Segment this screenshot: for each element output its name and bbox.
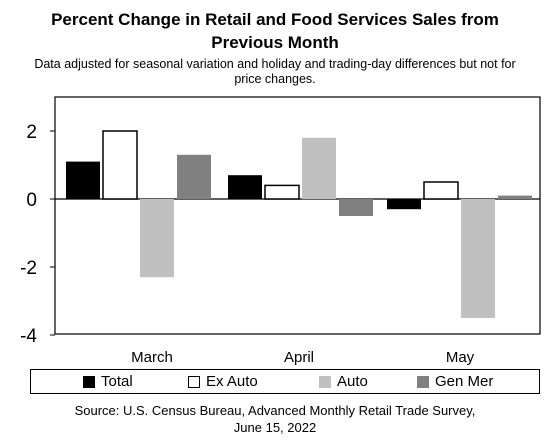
y-tick-label: 2 [26,122,37,143]
chart-subtitle-line1: Data adjusted for seasonal variation and… [34,57,516,71]
legend-swatch [417,375,429,388]
bar-total-april [228,175,262,199]
x-tick-label: March [131,349,173,366]
bar-total-march [66,161,100,199]
bar-ex-auto-april [264,184,300,200]
bar-ex-auto-may [423,181,459,200]
legend-swatch [319,375,331,388]
source-line2: June 15, 2022 [233,420,317,435]
chart-legend: Total Ex Auto Auto Gen Mer [30,369,540,394]
legend-label: Gen Mer [435,373,494,390]
plot-area [54,96,541,335]
legend-swatch [83,375,95,388]
chart-subtitle-line2: price changes. [234,72,316,86]
legend-item: Total [83,373,133,390]
legend-item: Gen Mer [417,373,493,390]
bar-chart: 2 0 -2 -4 March April May [20,96,541,366]
legend-label: Auto [337,373,368,390]
bar-total-may [387,199,421,210]
legend-item: Ex Auto [188,373,258,390]
bar-auto-may [461,199,495,318]
x-tick-label: April [284,349,314,366]
chart-subtitle: Data adjusted for seasonal variation and… [0,57,550,87]
y-tick-label: -4 [20,326,37,347]
legend-swatch [188,375,200,388]
bar-auto-april [302,137,336,199]
y-tick-label: -2 [20,258,37,279]
legend-item: Auto [319,373,368,390]
chart-title-line2: Previous Month [211,33,339,52]
source-note: Source: U.S. Census Bureau, Advanced Mon… [0,402,550,436]
chart-title-line1: Percent Change in Retail and Food Servic… [51,10,499,29]
bar-ex-auto-march [102,130,138,200]
y-tick-label: 0 [26,190,37,211]
bar-gen-mer-may [498,195,532,199]
legend-label: Total [101,373,133,390]
chart-title: Percent Change in Retail and Food Servic… [0,8,550,54]
legend-label: Ex Auto [206,373,258,390]
bar-auto-march [140,199,174,278]
bar-gen-mer-april [339,199,373,216]
bar-gen-mer-march [177,154,211,199]
x-tick-label: May [446,349,475,366]
source-line1: Source: U.S. Census Bureau, Advanced Mon… [74,403,476,418]
